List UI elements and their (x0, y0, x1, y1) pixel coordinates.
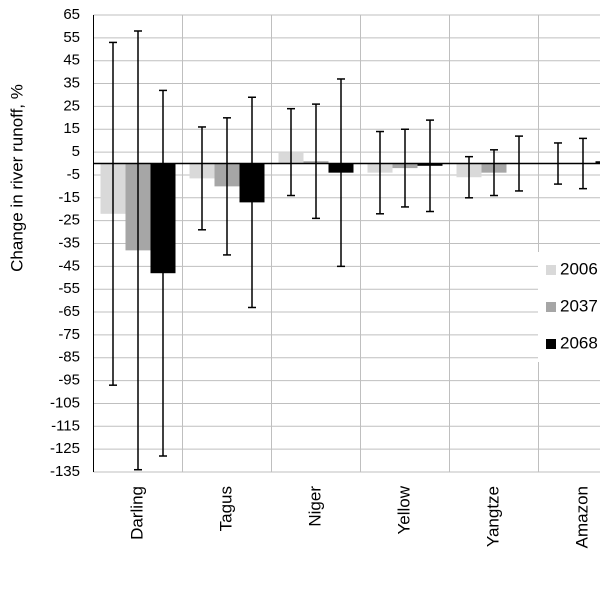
error-bar (223, 117, 231, 256)
y-tick-label: -25 (58, 212, 80, 229)
y-tick-label: 45 (63, 52, 80, 69)
y-tick-label: -35 (58, 234, 80, 251)
y-axis-label: Change in river runoff, % (7, 84, 26, 272)
error-bar (515, 135, 523, 192)
y-tick-label: 55 (63, 29, 80, 46)
y-tick-label: 15 (63, 120, 80, 137)
bar (595, 161, 600, 164)
legend-label: 2037 (560, 296, 598, 315)
error-bar (426, 119, 434, 213)
y-tick-label: -115 (51, 417, 80, 434)
legend-swatch (546, 339, 556, 349)
legend-label: 2068 (560, 333, 598, 352)
x-tick-label: Amazon (572, 486, 591, 548)
error-bar (554, 142, 562, 185)
y-tick-label: -15 (58, 189, 80, 206)
error-bar (248, 96, 256, 309)
error-bar (198, 126, 206, 231)
y-tick-label: -125 (50, 440, 80, 457)
error-bar (465, 155, 473, 199)
y-tick-label: -85 (58, 349, 80, 366)
y-tick-label: -45 (58, 257, 80, 274)
x-tick-label: Darling (127, 486, 146, 540)
y-tick-label: -105 (50, 394, 80, 411)
y-tick-label: -55 (58, 280, 80, 297)
y-tick-label: -95 (58, 372, 80, 389)
error-bar (312, 103, 320, 220)
error-bar (287, 107, 295, 197)
error-bar (109, 41, 117, 386)
x-tick-label: Tagus (216, 486, 235, 531)
legend-swatch (546, 265, 556, 275)
y-tick-label: -75 (58, 326, 80, 343)
error-bar (134, 30, 142, 471)
legend-swatch (546, 302, 556, 312)
y-tick-label: -135 (50, 463, 80, 480)
y-tick-label: 65 (63, 6, 80, 23)
error-bar (376, 130, 384, 215)
y-tick-label: 5 (72, 143, 80, 160)
error-bar (579, 137, 587, 190)
x-tick-label: Yellow (394, 485, 413, 534)
error-bar (401, 128, 409, 208)
legend-label: 2006 (560, 259, 598, 278)
error-bar (159, 89, 167, 457)
x-tick-label: Yangtze (483, 486, 502, 547)
error-bar (490, 149, 498, 197)
y-tick-label: -5 (67, 166, 80, 183)
y-tick-label: 35 (63, 75, 80, 92)
y-tick-label: 25 (63, 97, 80, 114)
error-bar (337, 78, 345, 268)
x-tick-label: Niger (305, 486, 324, 527)
y-tick-label: -65 (58, 303, 80, 320)
